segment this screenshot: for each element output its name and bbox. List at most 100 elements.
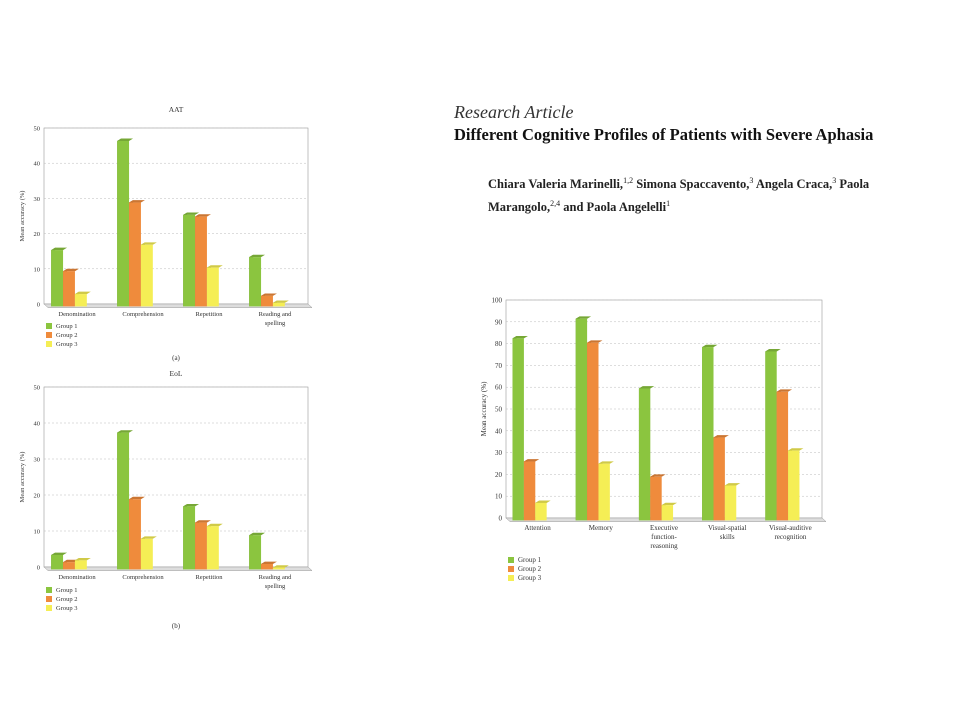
bar [74, 291, 91, 307]
author-list: Chiara Valeria Marinelli,1,2 Simona Spac… [488, 171, 938, 217]
bar [195, 214, 211, 307]
y-axis-label: Mean accuracy (%) [19, 191, 26, 242]
bar [63, 268, 79, 307]
bar [661, 502, 678, 521]
bar [765, 349, 781, 521]
legend-swatch [508, 557, 514, 563]
y-tick-label: 20 [495, 471, 503, 479]
author-affiliation: 2,4 [550, 199, 561, 209]
x-tick-label: Memory [589, 524, 614, 532]
bar [206, 523, 223, 570]
x-tick-label: Reading and spelling [259, 574, 292, 590]
legend-label: Group 1 [56, 587, 77, 594]
y-tick-label: 40 [34, 421, 41, 428]
x-tick-label: Comprehension [122, 574, 164, 581]
bar [51, 552, 68, 570]
bar [261, 293, 277, 307]
legend-swatch [46, 341, 52, 347]
bar [788, 448, 804, 521]
bar [587, 340, 603, 521]
bar [140, 242, 157, 307]
y-tick-label: 30 [495, 449, 503, 457]
legend-swatch [46, 587, 52, 593]
bar [129, 200, 145, 307]
bar [206, 265, 223, 307]
chart-svg: 0 10 20 30 40 50 Mean accuracy (%) AAT Denominat… [19, 105, 313, 362]
legend-label: Group 2 [56, 596, 77, 603]
eol-chart: 0 10 20 30 40 50 Mean accuracy (%) EoL Denominat… [14, 368, 320, 634]
bar [575, 316, 592, 521]
y-tick-label: 100 [492, 297, 503, 305]
subcaption: (b) [172, 622, 181, 630]
y-tick-label: 0 [37, 565, 40, 572]
y-tick-label: 60 [495, 384, 503, 392]
aat-chart: 0 10 20 30 40 50 Mean accuracy (%) AAT Denominat… [14, 104, 320, 366]
x-tick-label: Repetition [195, 574, 223, 581]
author-name: Angela Craca, [755, 177, 833, 192]
author-name: and Paola Angelelli [563, 200, 667, 215]
x-tick-label: Visual-auditive recognition [769, 524, 812, 541]
bar [535, 500, 551, 521]
author-name: Simona Spaccavento, [636, 177, 750, 192]
y-tick-label: 0 [499, 515, 503, 523]
author-affiliation: 3 [832, 176, 837, 185]
y-tick-label: 40 [495, 427, 503, 435]
y-tick-label: 90 [495, 318, 503, 326]
y-tick-label: 20 [34, 231, 41, 238]
author-affiliation: 3 [749, 176, 754, 185]
bar [74, 558, 91, 570]
plot-frame [43, 127, 309, 305]
x-tick-label: Visual-spatial skills [708, 524, 747, 541]
cognitive-chart: 0 10 20 30 40 50 60 70 80 90 100 Mean accuracy (%) A… [476, 292, 836, 592]
bar [117, 138, 134, 307]
y-tick-label: 10 [495, 493, 503, 501]
chart-svg: 0 10 20 30 40 50 Mean accuracy (%) EoL Denominat… [19, 369, 313, 630]
bar [523, 459, 540, 521]
x-tick-label: Attention [524, 524, 551, 532]
legend-label: Group 3 [56, 605, 77, 612]
bar [638, 386, 655, 521]
chart-title: AAT [169, 105, 184, 114]
bar [724, 483, 741, 521]
x-tick-label: Repetition [195, 311, 223, 318]
legend-label: Group 3 [518, 574, 542, 582]
legend-swatch [46, 596, 52, 602]
author-name: Chiara Valeria Marinelli, [488, 177, 624, 192]
bar [713, 435, 729, 521]
y-tick-label: 20 [34, 493, 41, 500]
author-affiliation: 1 [666, 199, 671, 209]
y-tick-label: 30 [34, 196, 41, 203]
bar [261, 561, 277, 570]
bar [183, 212, 200, 307]
y-axis-label: Mean accuracy (%) [19, 452, 26, 503]
bar [650, 474, 666, 521]
y-tick-label: 30 [34, 457, 41, 464]
bar [129, 496, 145, 570]
x-tick-label: Denomination [58, 311, 96, 318]
chart-title: EoL [170, 369, 183, 378]
y-tick-label: 70 [495, 362, 503, 370]
x-tick-label: Executive function-reasoning [650, 524, 678, 550]
bar [272, 300, 289, 307]
legend-label: Group 3 [56, 341, 77, 348]
subcaption: (a) [172, 354, 180, 362]
legend-swatch [508, 575, 514, 581]
author-name: Paola Marangolo, [488, 177, 870, 215]
bar [117, 430, 134, 570]
bar [140, 536, 157, 570]
x-tick-label: Comprehension [122, 311, 164, 318]
author-affiliation: 1,2 [623, 176, 634, 185]
y-tick-label: 80 [495, 340, 503, 348]
y-axis-label: Mean accuracy (%) [480, 381, 488, 436]
bar [272, 565, 289, 570]
legend-swatch [46, 332, 52, 338]
article-type: Research Article [454, 102, 574, 122]
chart-floor [43, 566, 313, 571]
legend-swatch [46, 323, 52, 329]
plot-frame [43, 386, 309, 568]
bar [195, 520, 211, 570]
bar [249, 532, 266, 570]
y-tick-label: 50 [34, 126, 41, 133]
bar [598, 461, 614, 521]
bar [512, 335, 528, 521]
